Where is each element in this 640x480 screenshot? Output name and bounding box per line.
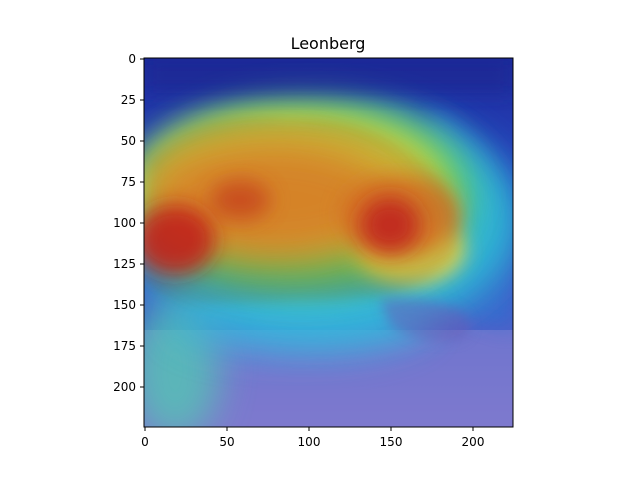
y-tick-label: 75 (121, 175, 136, 189)
y-tick-label: 150 (113, 298, 136, 312)
x-tick-label: 150 (380, 435, 403, 449)
y-tick-label: 175 (113, 339, 136, 353)
heatmap-image (144, 58, 513, 427)
y-tick-label: 0 (128, 52, 136, 66)
y-tick-label: 200 (113, 380, 136, 394)
plot-title: Leonberg (291, 34, 366, 53)
y-tick-label: 50 (121, 134, 136, 148)
y-tick-label: 125 (113, 257, 136, 271)
x-axis: 0 50 100 150 200 (141, 427, 484, 449)
x-tick-label: 50 (219, 435, 234, 449)
y-tick-label: 100 (113, 216, 136, 230)
x-tick-label: 200 (462, 435, 485, 449)
x-tick-label: 100 (298, 435, 321, 449)
x-tick-label: 0 (141, 435, 149, 449)
axes-frame (143, 57, 514, 428)
y-axis: 0 25 50 75 100 125 150 175 200 (113, 52, 144, 394)
y-tick-label: 25 (121, 93, 136, 107)
